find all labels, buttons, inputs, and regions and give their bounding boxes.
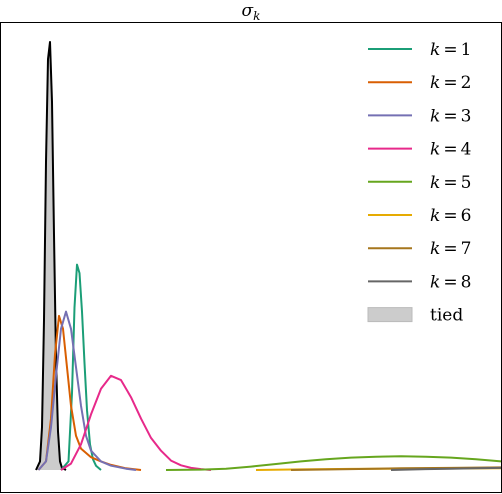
legend-label-k5: k = 5	[430, 173, 471, 193]
series-k4-line	[60, 374, 212, 471]
legend-label-k4: k = 4	[430, 140, 471, 160]
legend: k = 1 k = 2 k = 3 k = 4 k = 5 k = 6 k = 7 k = 8 tied	[367, 40, 471, 326]
series-k5-line	[165, 455, 502, 471]
legend-label-k2: k = 2	[430, 73, 471, 93]
legend-item: k = 4	[368, 140, 471, 160]
legend-label-k7: k = 7	[430, 239, 471, 259]
chart-title: σk	[242, 1, 261, 23]
plot-area	[35, 41, 502, 471]
legend-item: k = 7	[368, 239, 471, 259]
chart-title-subscript: k	[253, 9, 260, 23]
legend-item: k = 3	[368, 106, 471, 126]
legend-item: k = 5	[368, 173, 471, 193]
series-k3-line	[37, 310, 137, 471]
legend-label-k6: k = 6	[430, 206, 471, 226]
legend-item: k = 1	[368, 40, 471, 60]
legend-label-k1: k = 1	[430, 40, 471, 60]
series-tied-edge	[35, 41, 67, 471]
series-k1-line	[60, 263, 102, 471]
legend-label-k3: k = 3	[430, 106, 471, 126]
plot-frame	[0, 22, 502, 493]
legend-item: tied	[367, 306, 463, 326]
series-k8-line	[390, 466, 502, 471]
legend-item: k = 6	[368, 206, 471, 226]
legend-item: k = 2	[368, 73, 471, 93]
legend-label-tied: tied	[430, 306, 463, 326]
legend-swatch-tied	[367, 307, 413, 323]
legend-label-k8: k = 8	[430, 272, 471, 292]
chart-title-base: σ	[242, 1, 254, 21]
legend-item: k = 8	[368, 272, 471, 292]
